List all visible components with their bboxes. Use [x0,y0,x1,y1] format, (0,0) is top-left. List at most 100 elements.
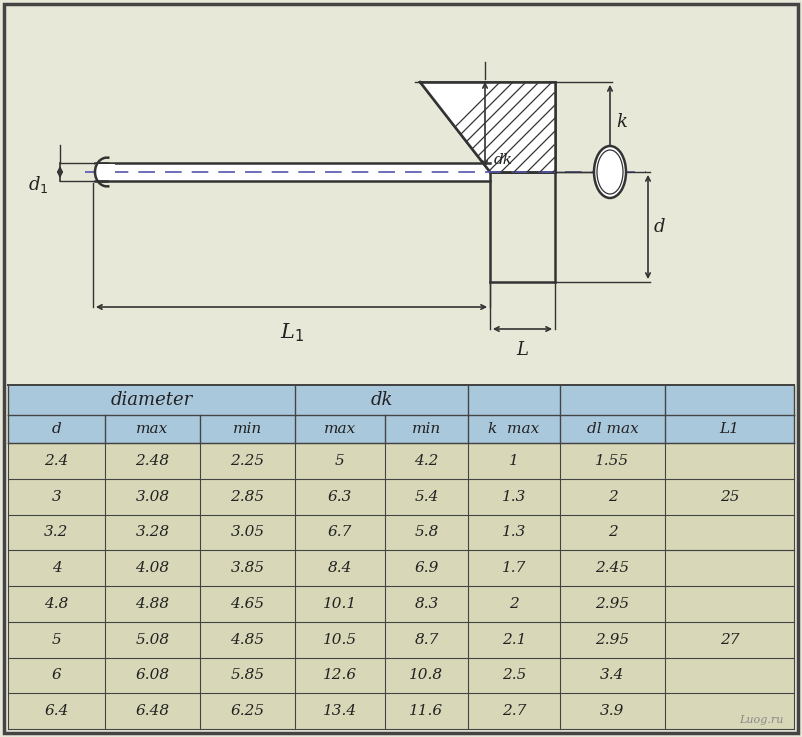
Bar [105,622,200,657]
Text: dk: dk [371,391,393,409]
Bar [200,479,295,514]
Bar [200,622,295,657]
Text: L: L [516,341,529,359]
Text: 4.65: 4.65 [230,597,265,611]
Bar [295,415,385,443]
Bar [105,479,200,514]
Bar [385,586,468,622]
Text: 4.85: 4.85 [230,632,265,646]
Bar [8,514,105,551]
Text: 4.08: 4.08 [136,561,169,575]
Text: 2.5: 2.5 [502,668,526,682]
Text: d$_1$: d$_1$ [28,173,48,195]
Text: 5.85: 5.85 [230,668,265,682]
Bar [8,385,295,415]
Text: 5: 5 [51,632,62,646]
Text: 5: 5 [335,454,345,468]
Bar [105,415,200,443]
Text: d: d [51,422,62,436]
Bar [468,657,560,694]
Text: max: max [324,422,356,436]
Bar [665,551,794,729]
Text: k: k [616,113,627,131]
Bar [385,415,468,443]
Bar [200,586,295,622]
Bar [105,551,200,586]
Bar [468,385,560,415]
Bar [468,551,560,586]
Bar [385,657,468,694]
Bar [105,514,200,551]
Bar [665,415,794,443]
Text: 3.85: 3.85 [230,561,265,575]
Text: 2.95: 2.95 [595,632,630,646]
Text: 6: 6 [51,668,62,682]
Bar [295,622,385,657]
Bar [295,385,468,415]
Bar [560,586,665,622]
Polygon shape [420,82,555,172]
Text: 6.25: 6.25 [230,704,265,718]
Text: 1: 1 [509,454,519,468]
Bar [468,415,560,443]
Text: dk: dk [494,153,513,167]
Text: 2.45: 2.45 [595,561,630,575]
Bar [200,443,295,479]
Bar [200,415,295,443]
Text: 3.08: 3.08 [136,489,169,503]
Bar [560,479,665,514]
Bar [468,479,560,514]
Text: diameter: diameter [111,391,192,409]
Text: 2.25: 2.25 [230,454,265,468]
Text: 6.9: 6.9 [415,561,439,575]
Bar [295,694,385,729]
Bar [200,551,295,586]
Bar [560,694,665,729]
Text: 11.6: 11.6 [410,704,444,718]
Text: 4.8: 4.8 [44,597,69,611]
Text: dl max: dl max [586,422,638,436]
Bar [295,551,385,586]
Bar [385,514,468,551]
Bar [665,385,794,415]
Text: 2.7: 2.7 [502,704,526,718]
Bar [295,586,385,622]
Text: 5.8: 5.8 [415,525,439,539]
Bar [95,164,115,180]
Text: 27: 27 [719,632,739,646]
Text: 12.6: 12.6 [323,668,357,682]
Text: 2: 2 [608,489,618,503]
Text: 2.95: 2.95 [595,597,630,611]
Text: 4.88: 4.88 [136,597,169,611]
Bar [105,657,200,694]
Text: 6.48: 6.48 [136,704,169,718]
Ellipse shape [597,150,623,194]
Bar [8,694,105,729]
Text: 1.7: 1.7 [502,561,526,575]
Text: L$_1$: L$_1$ [281,321,305,343]
Bar [665,443,794,551]
Text: 3.2: 3.2 [44,525,69,539]
Ellipse shape [594,146,626,198]
Text: 5.08: 5.08 [136,632,169,646]
Bar [8,443,105,479]
Text: min: min [412,422,441,436]
Bar [468,586,560,622]
Bar [560,415,665,443]
Bar [8,657,105,694]
Text: 3.05: 3.05 [230,525,265,539]
Bar [385,551,468,586]
Bar [385,479,468,514]
Text: 3.9: 3.9 [601,704,625,718]
Bar [560,657,665,694]
Bar [560,443,665,479]
Text: 2.1: 2.1 [502,632,526,646]
Bar [105,443,200,479]
Text: Luog.ru: Luog.ru [739,715,784,725]
Text: 8.4: 8.4 [328,561,352,575]
Bar [560,385,665,415]
Text: 5.4: 5.4 [415,489,439,503]
Text: 10.8: 10.8 [410,668,444,682]
Text: 10.5: 10.5 [323,632,357,646]
Text: 4: 4 [51,561,62,575]
